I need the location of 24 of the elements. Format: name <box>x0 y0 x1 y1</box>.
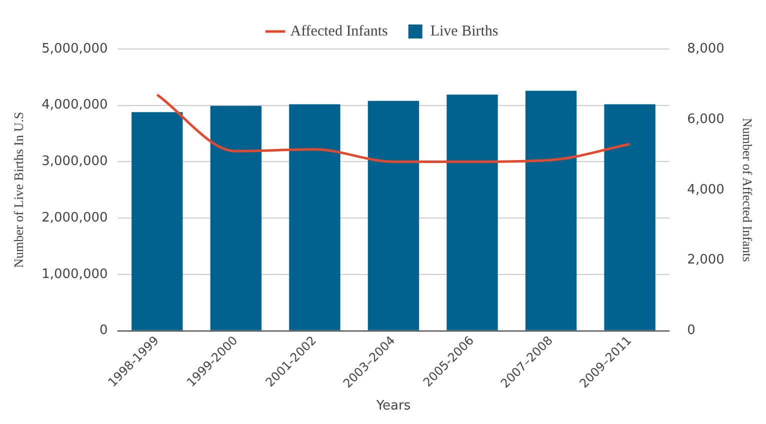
bar <box>289 104 340 330</box>
y-tick-label: 4,000,000 <box>42 98 108 113</box>
y-tick-label: 1,000,000 <box>42 266 108 282</box>
bar <box>525 90 577 330</box>
y2-tick-label: 8,000 <box>687 41 724 56</box>
x-axis-title: Years <box>375 398 411 414</box>
y2-tick-label: 2,000 <box>687 252 724 268</box>
line-series <box>156 94 632 163</box>
y2-tick-label: 6,000 <box>687 112 724 127</box>
y2-axis-title: Number of Affected Infants <box>740 118 755 262</box>
y2-tick-label: 0 <box>687 323 696 338</box>
bar <box>446 94 498 330</box>
y2-tick-label: 4,000 <box>687 182 724 198</box>
y-tick-label: 0 <box>99 323 108 338</box>
bar <box>604 104 656 330</box>
bar <box>132 112 183 330</box>
bar <box>210 106 262 330</box>
y-tick-label: 2,000,000 <box>42 210 108 226</box>
legend-label: Affected Infants <box>290 23 388 40</box>
y-axis-title: Number of Live Births In U.S <box>11 112 26 268</box>
y-tick-label: 5,000,000 <box>42 41 108 56</box>
y-tick-label: 3,000,000 <box>42 154 108 170</box>
bar <box>368 100 420 330</box>
legend-label: Live Births <box>430 23 498 40</box>
